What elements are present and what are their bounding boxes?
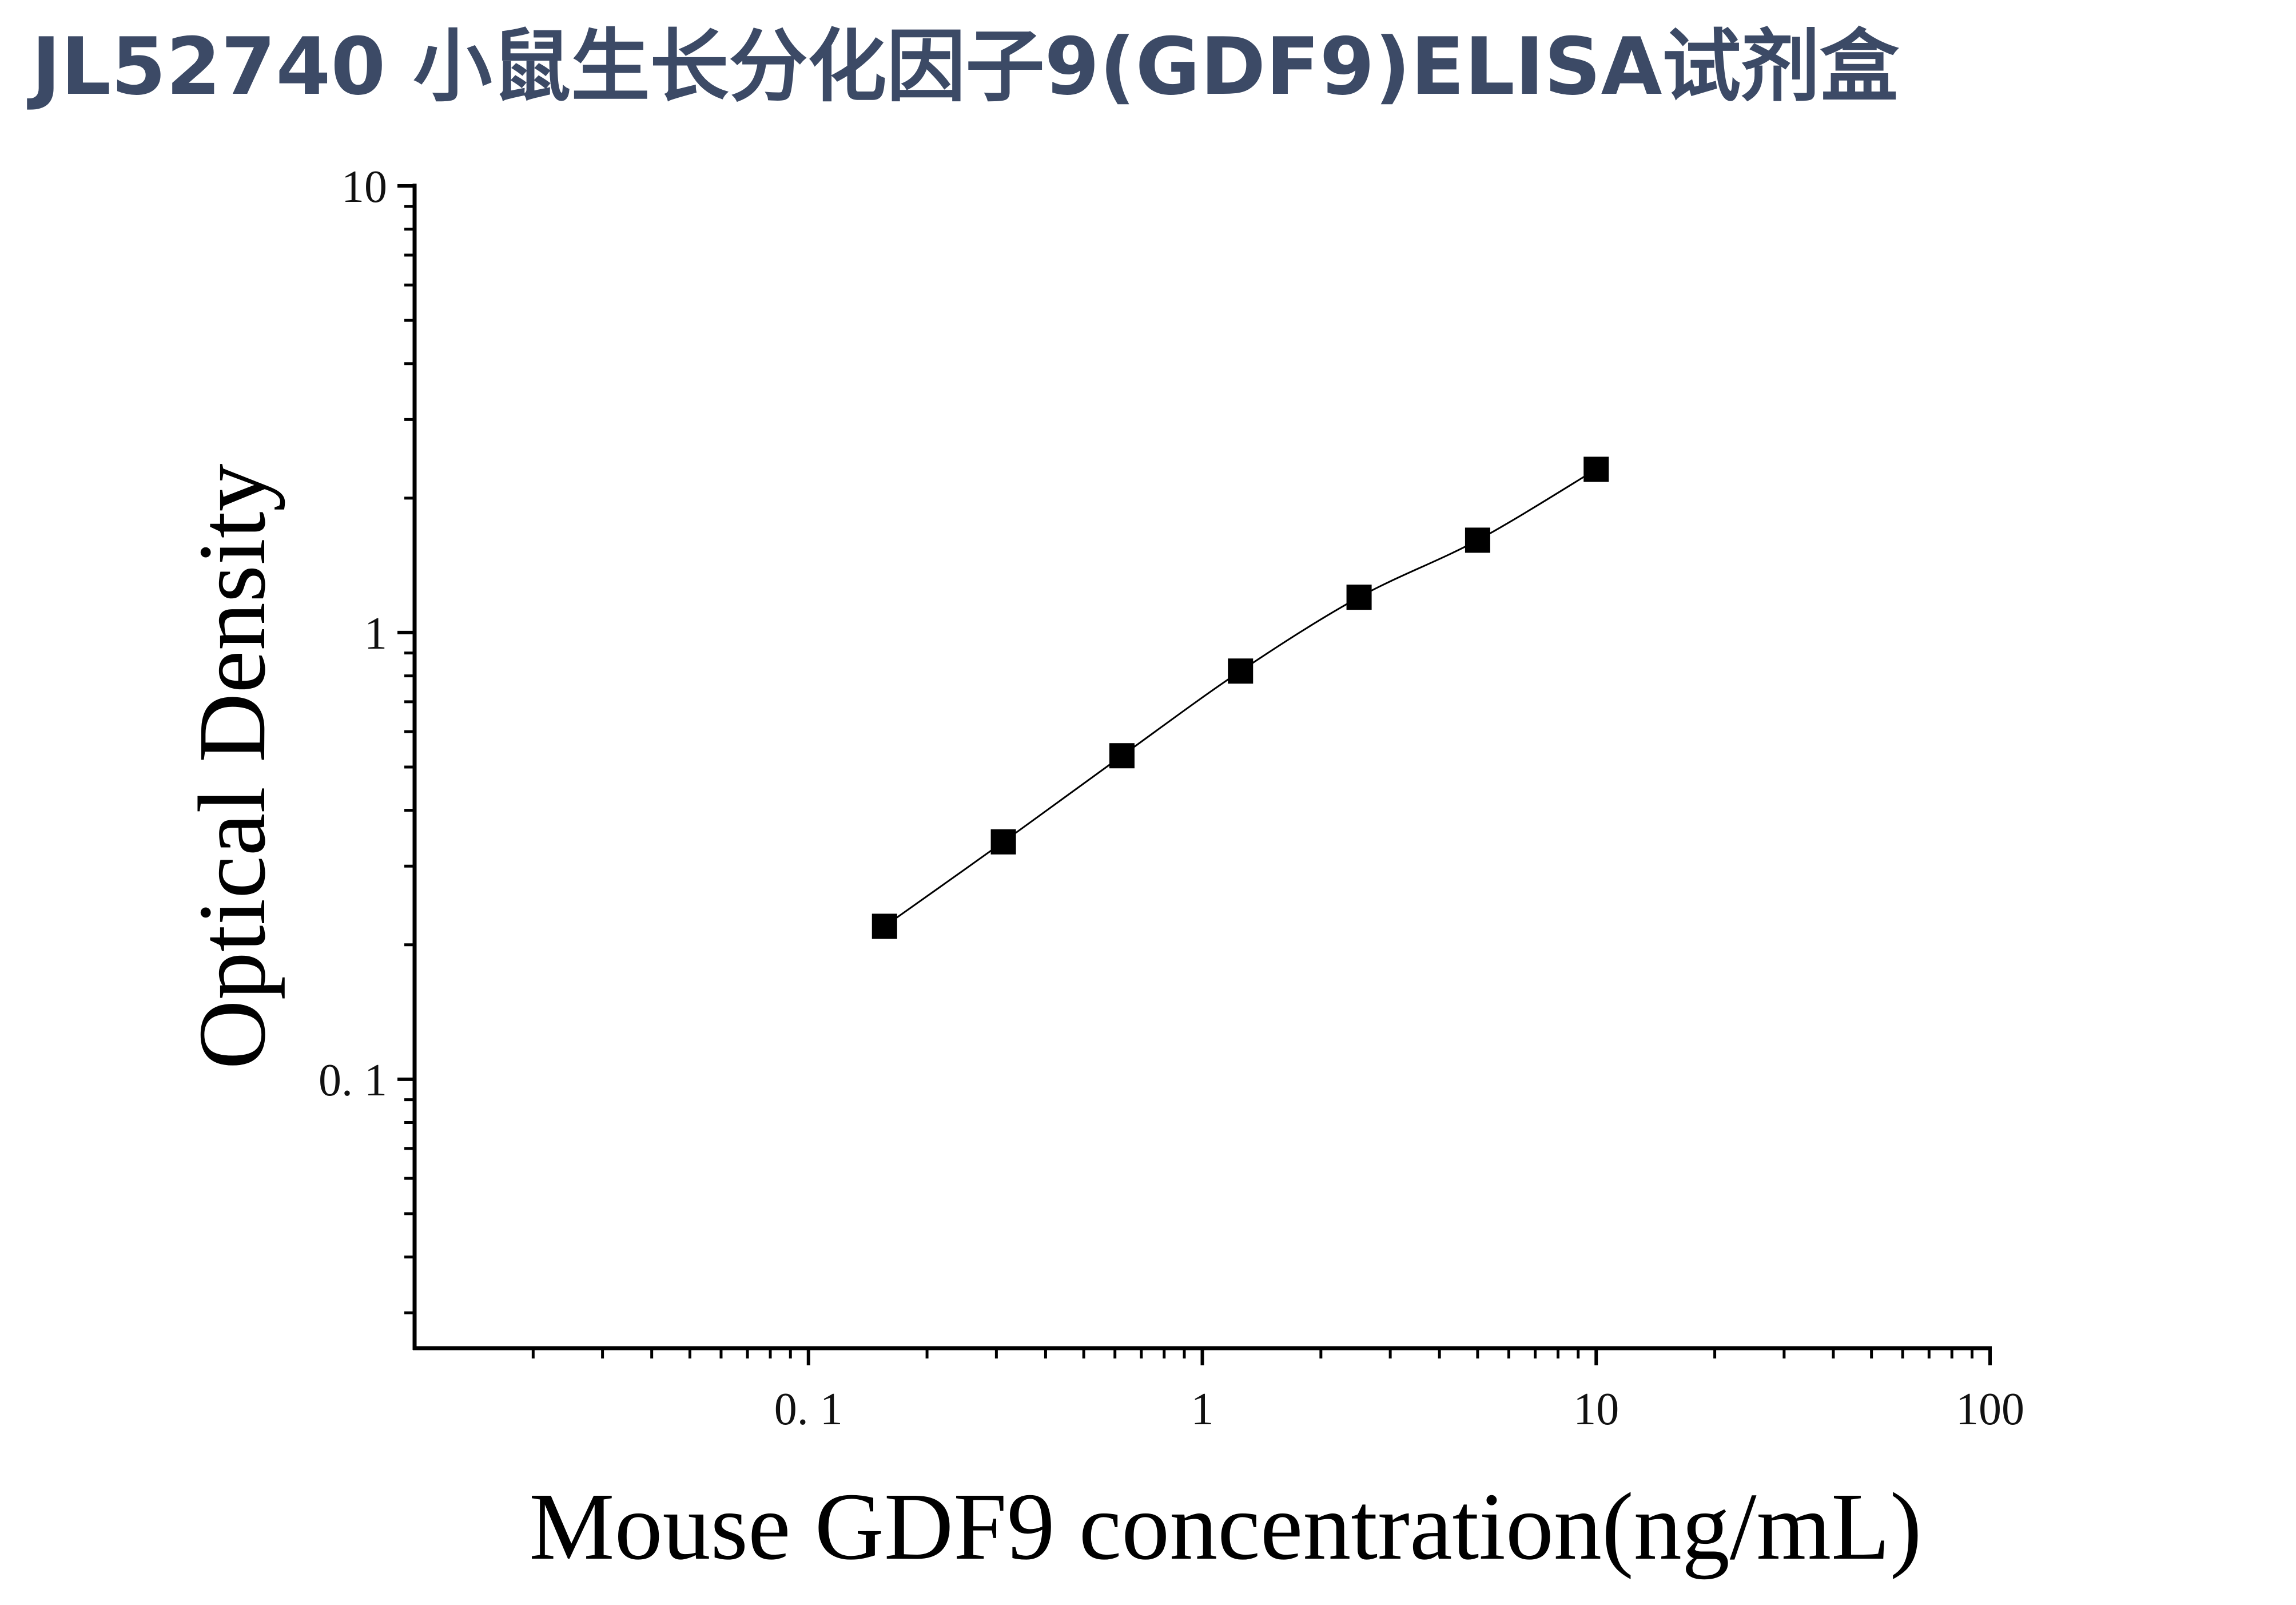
y-tick-label: 0. 1 — [319, 1055, 387, 1106]
data-point — [1583, 456, 1609, 482]
y-axis-label: Optical Density — [179, 463, 285, 1069]
y-tick-label: 1 — [364, 609, 387, 659]
data-point — [1228, 658, 1254, 684]
axes: 0. 1 1 10 100 0. 1 1 10 — [319, 162, 2024, 1435]
data-point — [1109, 743, 1135, 769]
data-point — [872, 913, 897, 939]
x-tick-label: 1 — [1191, 1384, 1214, 1435]
data-point — [1465, 527, 1490, 553]
y-tick-label: 10 — [341, 162, 387, 212]
x-tick-label: 10 — [1573, 1384, 1619, 1435]
x-axis-label: Mouse GDF9 concentration(ng/mL) — [529, 1473, 1922, 1580]
chart-title: JL52740 小鼠生长分化因子9(GDF9)ELISA试剂盒 — [31, 21, 1899, 113]
data-point — [1346, 585, 1372, 610]
points-layer — [872, 456, 1609, 939]
x-tick-label: 100 — [1956, 1384, 2024, 1435]
data-point — [990, 829, 1016, 855]
x-tick-label: 0. 1 — [774, 1384, 843, 1435]
